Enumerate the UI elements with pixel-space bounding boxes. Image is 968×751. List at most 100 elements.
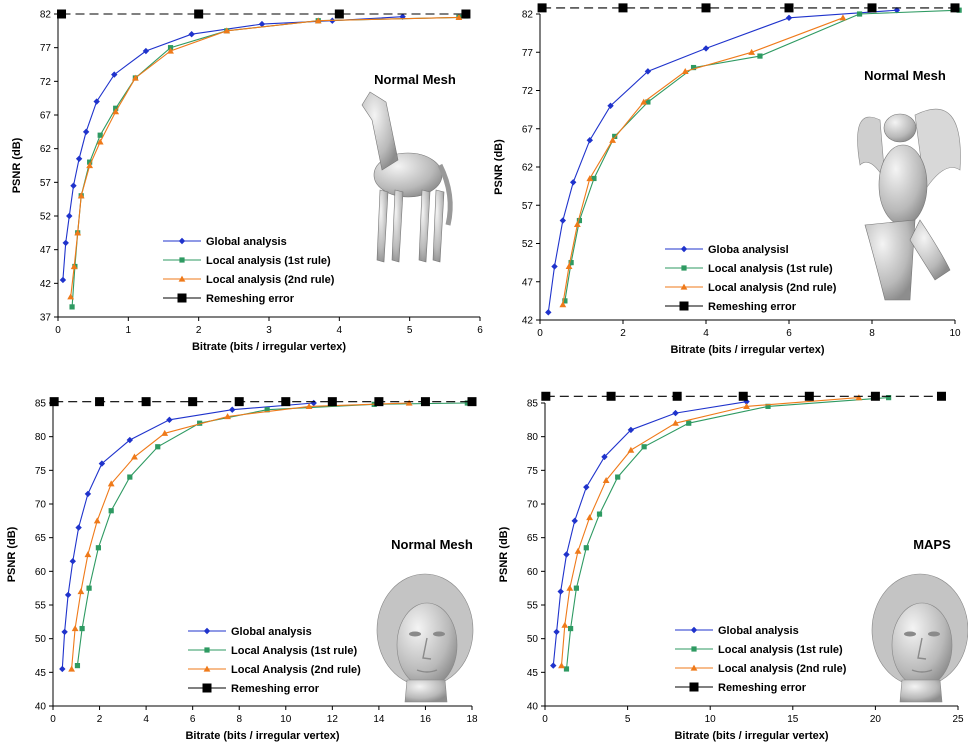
head-eye bbox=[928, 631, 940, 637]
legend-label: Remeshing error bbox=[231, 683, 320, 695]
series-local2 bbox=[67, 13, 463, 300]
horse-leg bbox=[418, 189, 431, 263]
data-point bbox=[258, 20, 266, 28]
series-local1 bbox=[74, 400, 470, 669]
horse-tail bbox=[437, 163, 453, 226]
data-point bbox=[234, 397, 244, 407]
x-tick-label: 6 bbox=[786, 328, 792, 339]
x-tick-label: 4 bbox=[337, 325, 343, 336]
y-axis-title: PSNR (dB) bbox=[11, 137, 23, 193]
data-point bbox=[559, 301, 567, 308]
y-tick-label: 42 bbox=[522, 316, 534, 327]
data-point bbox=[74, 663, 81, 669]
series-remesh bbox=[49, 397, 477, 407]
head-eye bbox=[433, 631, 445, 637]
data-point bbox=[748, 48, 756, 55]
data-point bbox=[334, 9, 344, 19]
y-tick-label: 65 bbox=[527, 533, 539, 544]
y-tick-label: 60 bbox=[35, 567, 47, 578]
y-tick-label: 45 bbox=[527, 668, 539, 679]
data-point bbox=[62, 239, 69, 247]
data-point bbox=[70, 182, 77, 189]
data-point bbox=[867, 3, 877, 13]
data-point bbox=[785, 14, 793, 22]
data-point bbox=[886, 395, 892, 401]
y-tick-label: 75 bbox=[35, 466, 47, 477]
mesh-image bbox=[376, 573, 474, 703]
data-point bbox=[609, 136, 617, 143]
x-tick-label: 0 bbox=[55, 325, 61, 336]
y-tick-label: 57 bbox=[522, 201, 534, 212]
data-point bbox=[561, 621, 569, 628]
data-point bbox=[541, 391, 551, 401]
data-point bbox=[97, 132, 103, 138]
data-point bbox=[870, 391, 880, 401]
legend: Global analysis Local analysis (1st rule)… bbox=[675, 625, 847, 694]
head-mouth bbox=[911, 669, 933, 673]
x-tick-label: 5 bbox=[625, 714, 631, 725]
y-tick-label: 40 bbox=[527, 702, 539, 713]
data-point bbox=[573, 585, 579, 591]
y-tick-label: 62 bbox=[522, 163, 534, 174]
data-point bbox=[672, 409, 679, 417]
data-point bbox=[856, 11, 863, 17]
y-tick-label: 47 bbox=[40, 245, 52, 256]
y-tick-label: 80 bbox=[35, 432, 47, 443]
y-tick-label: 40 bbox=[35, 702, 47, 713]
series-local2 bbox=[558, 394, 863, 669]
data-point bbox=[602, 477, 610, 484]
y-tick-label: 52 bbox=[522, 239, 534, 250]
x-tick-label: 4 bbox=[143, 714, 149, 725]
data-point bbox=[84, 551, 92, 558]
data-point bbox=[568, 260, 574, 266]
legend-marker bbox=[203, 627, 211, 635]
series-line bbox=[564, 9, 960, 301]
data-point bbox=[557, 588, 564, 595]
data-point bbox=[601, 453, 608, 461]
data-point bbox=[571, 517, 578, 525]
data-point bbox=[558, 662, 565, 669]
y-tick-label: 75 bbox=[527, 466, 539, 477]
x-tick-label: 0 bbox=[537, 328, 543, 339]
legend-label: Globa analysisl bbox=[708, 244, 789, 256]
legend-marker bbox=[691, 646, 697, 652]
data-point bbox=[194, 9, 204, 19]
data-point bbox=[95, 545, 101, 551]
data-point bbox=[563, 666, 570, 672]
series-remesh bbox=[57, 9, 471, 19]
y-tick-label: 67 bbox=[40, 111, 52, 122]
legend-label: Local analysis (1st rule) bbox=[718, 644, 843, 656]
chart-panel: 37 42 47 52 57 62 67 72 77 82 0 1 2 3 4 5 6 Bitrate (bits… bbox=[11, 9, 483, 353]
data-point bbox=[701, 3, 711, 13]
data-point bbox=[59, 276, 67, 284]
y-axis-title: PSNR (dB) bbox=[493, 139, 505, 195]
head-face bbox=[891, 602, 953, 688]
y-tick-label: 57 bbox=[40, 178, 52, 189]
legend-label: Remeshing error bbox=[708, 301, 797, 313]
data-point bbox=[583, 483, 590, 491]
gargoyle-leg bbox=[909, 219, 951, 281]
data-point bbox=[188, 397, 198, 407]
data-point bbox=[127, 474, 133, 480]
data-point bbox=[188, 31, 195, 38]
legend: Global analysis Local Analysis (1st rule)… bbox=[188, 626, 361, 695]
series-global bbox=[545, 6, 901, 316]
x-tick-label: 14 bbox=[373, 714, 385, 725]
data-point bbox=[641, 444, 647, 450]
data-point bbox=[112, 108, 120, 115]
x-tick-label: 18 bbox=[466, 714, 478, 725]
data-point bbox=[77, 192, 85, 199]
data-point bbox=[229, 406, 236, 413]
data-point bbox=[618, 3, 628, 13]
data-point bbox=[57, 9, 67, 19]
data-point bbox=[743, 402, 750, 409]
data-point bbox=[644, 68, 652, 75]
series-line bbox=[560, 397, 859, 666]
data-point bbox=[141, 397, 151, 407]
gargoyle-head bbox=[883, 113, 917, 143]
legend: Global analysis Local analysis (1st rule)… bbox=[163, 236, 335, 305]
data-point bbox=[98, 460, 106, 467]
x-tick-label: 10 bbox=[949, 328, 961, 339]
data-point bbox=[574, 547, 582, 554]
y-tick-label: 62 bbox=[40, 144, 52, 155]
